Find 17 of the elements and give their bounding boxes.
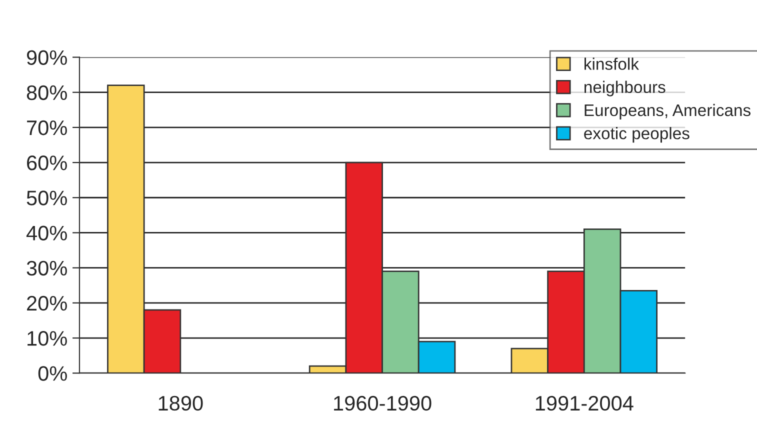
y-tick-label: 20%: [27, 296, 67, 311]
y-tick-label: 90%: [26, 50, 67, 65]
y-tick-label: 80%: [26, 85, 67, 100]
y-tick-label: 0%: [38, 366, 67, 381]
legend-label: Europeans, Americans: [584, 104, 750, 120]
y-tick-label: 50%: [26, 190, 67, 206]
legend-label: kinsfolk: [584, 58, 640, 70]
y-tick-label: 40%: [26, 226, 67, 240]
x-tick-label: 1991-2004: [536, 396, 634, 411]
y-tick-label: 10%: [28, 331, 67, 346]
y-tick-label: 60%: [27, 156, 67, 170]
y-tick-label: 30%: [26, 260, 67, 276]
x-tick-label: 1960-1990: [334, 396, 432, 411]
legend-label: neighbours: [584, 80, 666, 96]
x-tick-label: 1890: [158, 396, 203, 411]
y-tick-label: 70%: [27, 120, 67, 136]
legend-label: exotic peoples: [584, 127, 690, 143]
